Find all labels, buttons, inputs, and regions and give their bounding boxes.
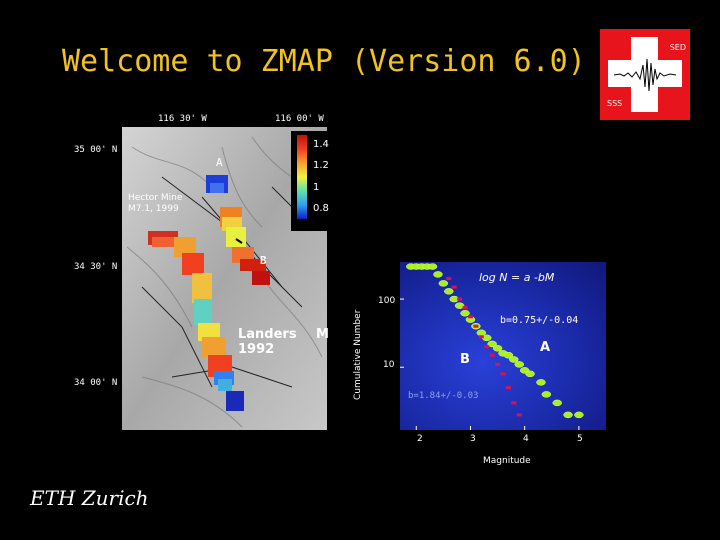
landers-label: Landers 1992	[238, 327, 297, 357]
sed-logo: SED SSS	[600, 29, 690, 120]
color-tick-1: 1.4	[313, 139, 329, 150]
map-label-b: B	[260, 254, 267, 267]
x-tick-3: 3	[470, 434, 476, 444]
logo-sed-text: SED	[669, 43, 686, 52]
seismogram-icon	[613, 58, 677, 92]
lon-label-1: 116 30' W	[158, 114, 207, 124]
b-value-a: b=0.75+/-0.04	[500, 315, 579, 326]
equation-label: log N = a -bM	[479, 271, 555, 284]
x-tick-5: 5	[577, 434, 583, 444]
color-tick-2: 1.2	[313, 160, 329, 171]
y-axis-label: Cumulative Number	[353, 309, 363, 400]
plot-label-b: B	[460, 352, 470, 367]
hector-mine-label: Hector Mine M7.1, 1999	[128, 193, 183, 214]
plot-area	[400, 262, 606, 430]
map-m-label: M	[316, 327, 329, 342]
y-tick-10: 10	[383, 360, 395, 370]
y-tick-100: 100	[378, 296, 396, 306]
lat-label-1: 35 00' N	[74, 145, 118, 155]
color-tick-3: 1	[313, 182, 320, 193]
color-tick-4: 0.8	[313, 203, 329, 214]
cross-vertical	[631, 37, 658, 112]
color-bar-gradient	[297, 135, 307, 219]
x-axis-label: Magnitude	[483, 456, 531, 466]
lat-label-3: 34 00' N	[74, 378, 118, 388]
x-tick-2: 2	[417, 434, 423, 444]
lat-label-2: 34 30' N	[74, 262, 118, 272]
eth-zurich-footer: ETH Zurich	[30, 486, 149, 510]
color-bar: 1.4 1.2 1 0.8	[291, 131, 345, 231]
lon-label-2: 116 00' W	[275, 114, 324, 124]
map-label-a: A	[216, 156, 223, 169]
plot-label-a: A	[540, 340, 551, 355]
slide-title: Welcome to ZMAP (Version 6.0)	[62, 44, 586, 79]
x-tick-4: 4	[523, 434, 529, 444]
b-value-b: b=1.84+/-0.03	[408, 391, 479, 401]
logo-sss-text: SSS	[607, 99, 623, 108]
